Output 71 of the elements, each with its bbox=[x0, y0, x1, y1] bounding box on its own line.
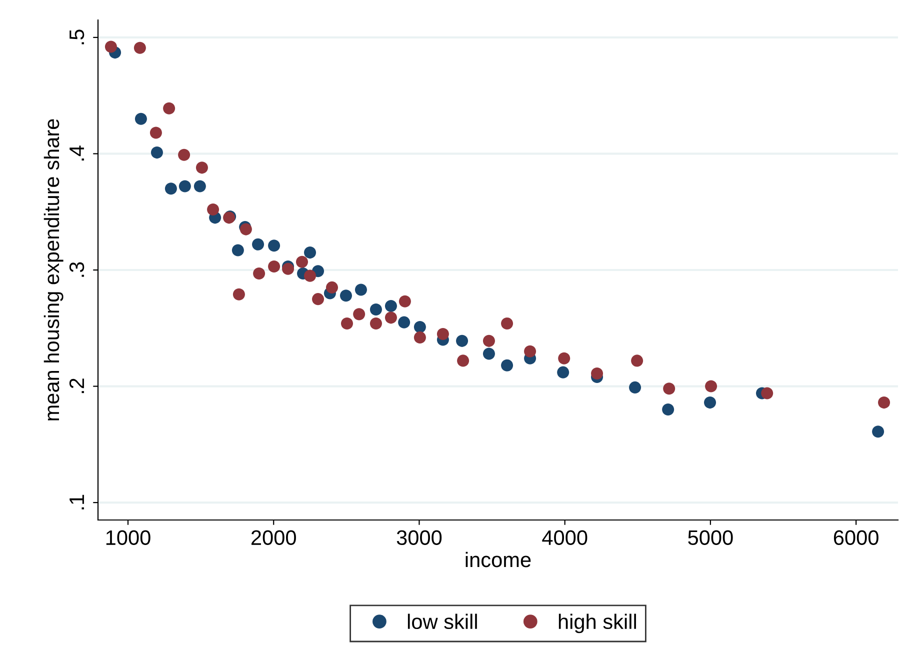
point bbox=[104, 40, 117, 53]
point bbox=[878, 396, 890, 409]
point bbox=[414, 331, 426, 344]
point bbox=[370, 317, 382, 330]
point bbox=[253, 267, 266, 280]
point bbox=[398, 316, 410, 328]
point bbox=[370, 304, 382, 316]
y-tick-label: .4 bbox=[70, 146, 84, 161]
point bbox=[178, 180, 191, 192]
point bbox=[414, 320, 426, 333]
legend-label: low skill bbox=[408, 614, 477, 630]
point bbox=[663, 382, 676, 395]
point bbox=[629, 381, 642, 394]
point bbox=[704, 396, 716, 409]
point bbox=[296, 256, 308, 268]
point bbox=[457, 354, 470, 367]
point bbox=[196, 162, 208, 174]
point bbox=[163, 102, 176, 114]
x-tick-label: 5000 bbox=[688, 530, 733, 546]
point bbox=[591, 367, 604, 380]
point bbox=[340, 317, 354, 330]
legend-label: high skill bbox=[558, 614, 636, 634]
point bbox=[631, 354, 644, 367]
point bbox=[557, 366, 570, 378]
point bbox=[178, 148, 190, 161]
point bbox=[705, 380, 718, 392]
y-tick-label: .5 bbox=[70, 30, 84, 44]
point bbox=[761, 387, 774, 400]
point bbox=[524, 345, 536, 358]
point bbox=[501, 317, 514, 330]
point bbox=[384, 300, 397, 312]
point bbox=[662, 404, 674, 416]
y-tick-label: .1 bbox=[70, 494, 84, 510]
point bbox=[268, 260, 280, 273]
point bbox=[207, 204, 220, 216]
y-axis-title: mean housing expenditure share bbox=[44, 119, 64, 420]
point bbox=[232, 244, 244, 256]
point bbox=[398, 295, 411, 308]
point bbox=[482, 334, 495, 347]
point bbox=[353, 308, 366, 320]
point bbox=[304, 246, 316, 259]
point bbox=[340, 290, 352, 302]
y-tick-label: .3 bbox=[69, 262, 84, 277]
point bbox=[456, 334, 468, 347]
point bbox=[436, 328, 449, 340]
x-tick-label: 4000 bbox=[542, 530, 588, 546]
point bbox=[150, 146, 163, 159]
point bbox=[326, 281, 338, 294]
point bbox=[482, 348, 495, 360]
x-tick-label: 3000 bbox=[396, 530, 442, 546]
x-tick-label: 1000 bbox=[106, 530, 150, 546]
point bbox=[354, 284, 367, 296]
point bbox=[150, 126, 162, 139]
x-tick-label: 6000 bbox=[834, 530, 878, 546]
point bbox=[304, 270, 316, 282]
point bbox=[872, 426, 884, 438]
point bbox=[240, 223, 252, 236]
point bbox=[194, 180, 206, 192]
point bbox=[252, 238, 264, 250]
point bbox=[558, 352, 570, 364]
y-tick-label: .2 bbox=[69, 378, 84, 394]
point bbox=[384, 312, 397, 324]
point bbox=[501, 359, 514, 372]
point bbox=[134, 112, 147, 125]
point bbox=[268, 240, 280, 252]
point bbox=[134, 42, 146, 54]
x-tick-label: 2000 bbox=[251, 530, 296, 546]
point bbox=[232, 288, 245, 300]
x-axis-title: income bbox=[466, 552, 531, 568]
point bbox=[312, 293, 324, 306]
point bbox=[164, 182, 177, 195]
